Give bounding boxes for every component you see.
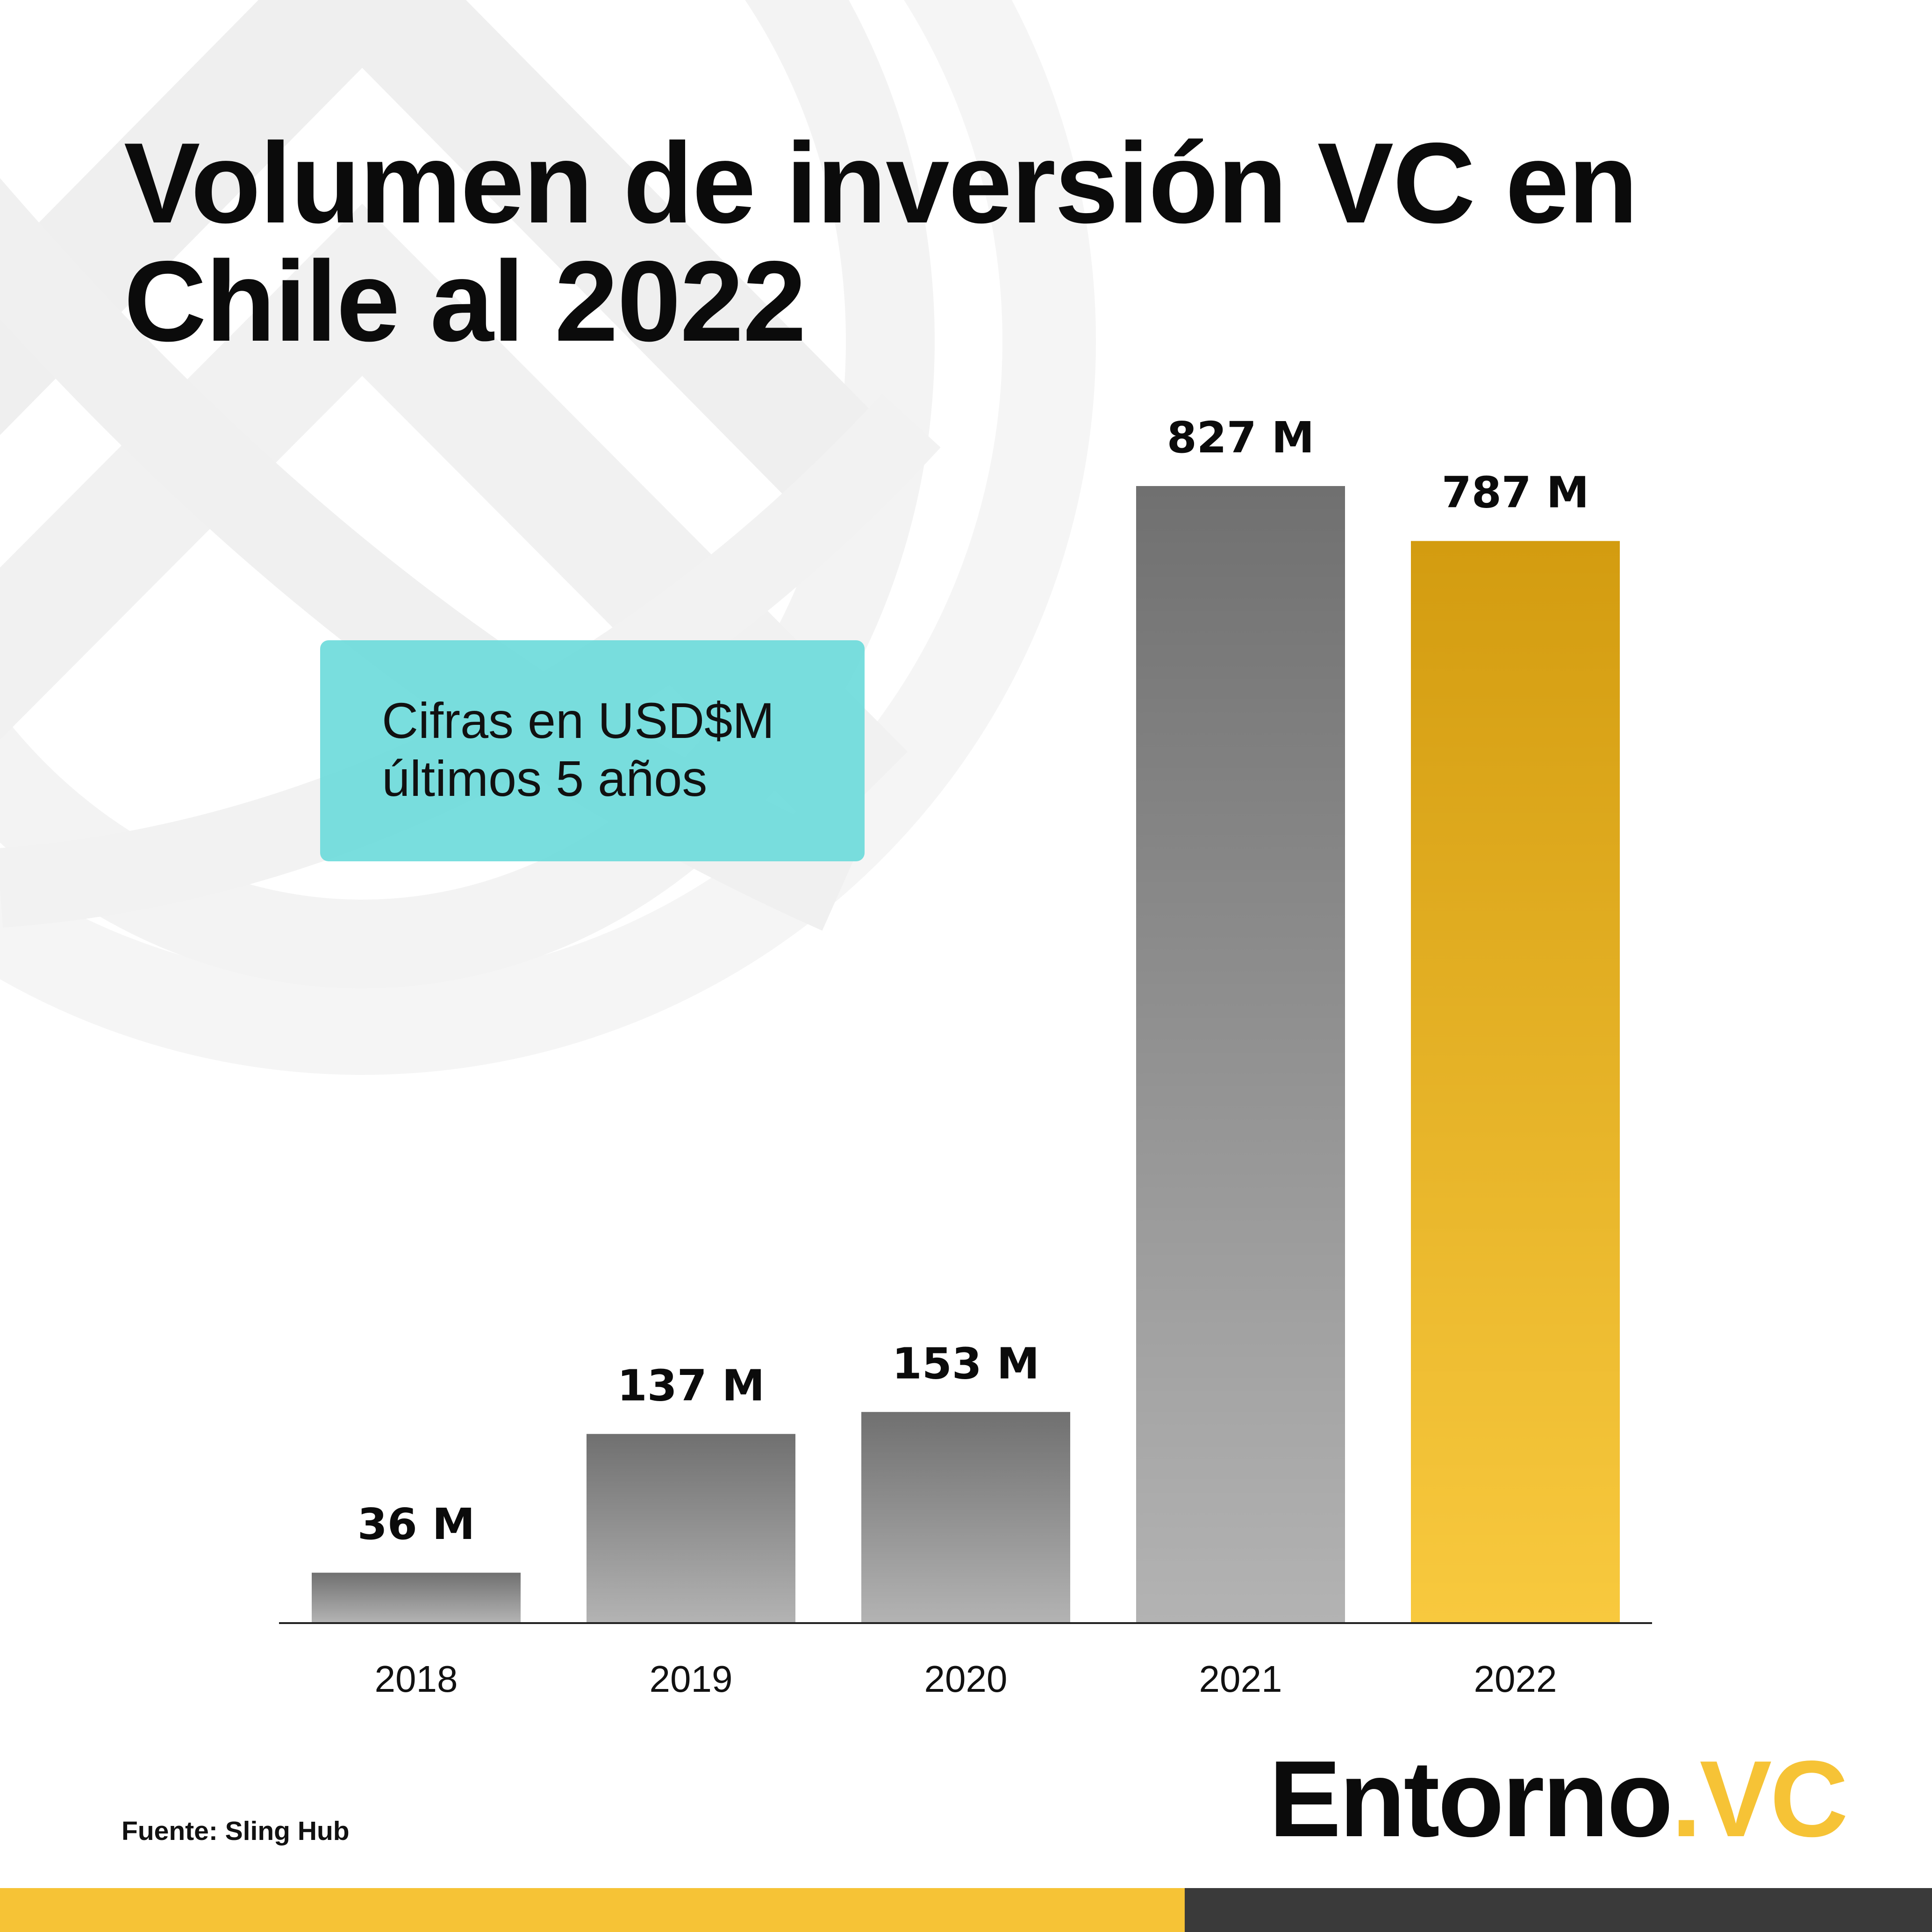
source-note: Fuente: Sling Hub (122, 1816, 350, 1846)
footer-bar-dark (1185, 1888, 1932, 1932)
x-tick-label-2021: 2021 (1199, 1658, 1282, 1700)
units-note-box: Cifras en USD$M últimos 5 años (320, 640, 865, 861)
footer-bar-yellow (0, 1888, 1185, 1932)
chart-title: Volumen de inversión VC en Chile al 2022 (124, 124, 1713, 360)
bar-2020 (861, 1412, 1070, 1622)
x-tick-label-2018: 2018 (375, 1658, 458, 1700)
data-label-2019: 137 M (617, 1360, 765, 1410)
logo-main-text: Entorno (1269, 1739, 1673, 1860)
units-note-line-2: últimos 5 años (382, 750, 708, 807)
entorno-vc-logo: Entorno.VC (1269, 1739, 1848, 1860)
data-label-2021: 827 M (1167, 413, 1315, 463)
bar-2022 (1411, 541, 1620, 1623)
bar-2018 (312, 1573, 521, 1622)
data-label-2018: 36 M (358, 1499, 475, 1549)
data-label-2022: 787 M (1442, 468, 1589, 518)
x-tick-label-2019: 2019 (650, 1658, 733, 1700)
x-tick-label-2020: 2020 (924, 1658, 1008, 1700)
chart-title-line-1: Volumen de inversión VC en (124, 119, 1638, 247)
logo-suffix-text: .VC (1671, 1739, 1848, 1860)
bar-2019 (587, 1434, 795, 1622)
chart-title-line-2: Chile al 2022 (124, 237, 806, 365)
bar-2021 (1136, 486, 1345, 1622)
units-note-line-1: Cifras en USD$M (382, 692, 775, 749)
x-tick-label-2022: 2022 (1474, 1658, 1557, 1700)
data-label-2020: 153 M (892, 1338, 1040, 1388)
